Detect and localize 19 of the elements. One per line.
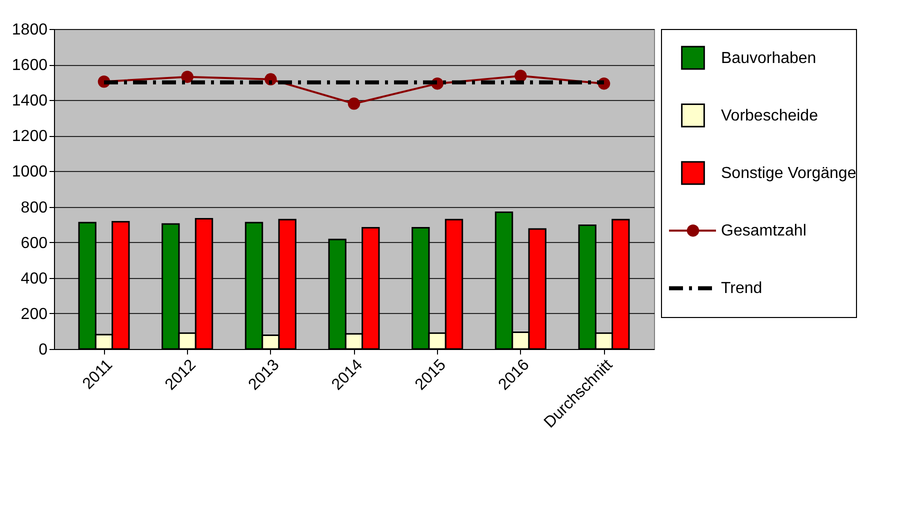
y-tick-label: 1000 [12, 164, 48, 181]
legend-label: Trend [721, 280, 762, 298]
y-tick-label: 1800 [12, 22, 48, 38]
y-tick-label: 1200 [12, 128, 48, 146]
y-tick-label: 400 [20, 270, 48, 288]
legend-label: Gesamtzahl [721, 222, 806, 240]
y-tick-label: 1400 [12, 92, 48, 110]
y-tick-label: 800 [20, 199, 48, 216]
point [514, 70, 527, 82]
point [181, 70, 194, 83]
point [264, 73, 277, 86]
y-tick-label: 0 [38, 342, 48, 358]
legend-label: Vorbescheide [721, 107, 818, 124]
legend-label: Sonstige Vorgänge [721, 165, 856, 182]
y-tick-label: 600 [20, 234, 48, 252]
legend-label: Bauvorhaben [721, 50, 816, 67]
y-tick-label: 1600 [12, 57, 48, 74]
point [348, 98, 360, 110]
y-tick-label: 200 [20, 306, 48, 323]
